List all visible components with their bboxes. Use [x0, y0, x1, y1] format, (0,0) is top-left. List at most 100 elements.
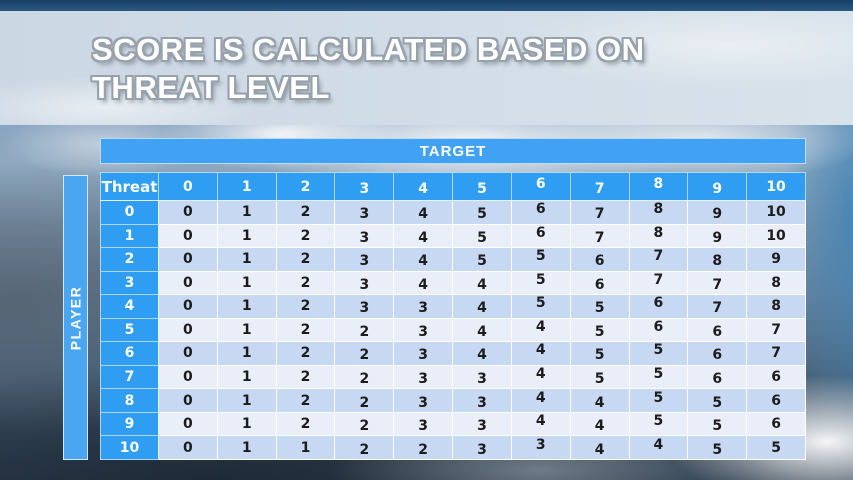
score-cell: 6: [628, 294, 689, 319]
column-header-cell: 9: [687, 172, 748, 201]
score-cell: 0: [158, 411, 218, 437]
row-label-cell: 2: [100, 247, 159, 272]
score-cell: 5: [569, 294, 630, 319]
score-cell: 6: [746, 364, 806, 390]
score-cell: 3: [452, 411, 512, 437]
row-label-cell: 7: [100, 364, 159, 390]
score-cell: 5: [628, 411, 689, 437]
score-cell: 4: [452, 341, 512, 366]
score-cell: 2: [334, 364, 395, 390]
column-header-cell: 1: [216, 172, 277, 201]
score-cell: 4: [510, 341, 571, 366]
score-cell: 6: [510, 223, 571, 249]
score-cell: 3: [393, 317, 454, 343]
score-cell: 4: [510, 364, 571, 390]
score-cell: 5: [569, 317, 630, 343]
score-cell: 7: [687, 270, 748, 296]
score-cell: 5: [510, 270, 571, 296]
score-cell: 7: [746, 341, 806, 366]
score-cell: 3: [393, 388, 454, 413]
title-band: SCORE IS CALCULATED BASED ON THREAT LEVE…: [0, 11, 853, 125]
score-cell: 8: [628, 223, 689, 249]
score-cell: 4: [393, 200, 454, 225]
column-header-cell: 10: [746, 172, 806, 201]
score-cell: 2: [275, 388, 336, 413]
score-cell: 1: [216, 435, 277, 460]
score-cell: 7: [746, 317, 806, 343]
column-header-cell: 2: [275, 172, 336, 201]
score-cell: 2: [275, 294, 336, 319]
target-axis-header: TARGET: [100, 138, 806, 164]
score-cell: 2: [275, 317, 336, 343]
title-line-1: SCORE IS CALCULATED BASED ON: [92, 32, 645, 67]
score-cell: 6: [687, 317, 748, 343]
score-cell: 10: [746, 223, 806, 249]
table-row: 10 0 1 1 2 2 3 3 4 4 5 5: [100, 435, 806, 460]
score-cell: 1: [216, 223, 277, 249]
score-cell: 5: [687, 388, 748, 413]
row-label-cell: 1: [100, 223, 159, 249]
score-cell: 0: [158, 247, 218, 272]
score-cell: 3: [334, 270, 395, 296]
column-header-cell: 0: [158, 172, 218, 201]
row-label-cell: 4: [100, 294, 159, 319]
score-cell: 6: [746, 388, 806, 413]
score-cell: 4: [569, 388, 630, 413]
score-cell: 3: [334, 294, 395, 319]
score-cell: 2: [334, 388, 395, 413]
score-cell: 4: [569, 411, 630, 437]
table-row: 0 0 1 2 3 4 5 6 7 8 9 10: [100, 200, 806, 225]
score-cell: 2: [275, 200, 336, 225]
header-row: Threat 0 1 2 3 4 5 6 7 8 9 10: [100, 172, 806, 201]
score-cell: 1: [216, 270, 277, 296]
score-cell: 3: [393, 411, 454, 437]
score-cell: 8: [628, 200, 689, 225]
score-cell: 3: [334, 223, 395, 249]
score-cell: 3: [334, 247, 395, 272]
column-header-cell: 3: [334, 172, 395, 201]
score-cell: 4: [393, 247, 454, 272]
score-cell: 6: [687, 364, 748, 390]
score-cell: 3: [393, 364, 454, 390]
score-cell: 6: [687, 341, 748, 366]
score-cell: 7: [687, 294, 748, 319]
score-cell: 4: [510, 388, 571, 413]
score-cell: 8: [687, 247, 748, 272]
score-cell: 5: [628, 364, 689, 390]
column-header-cell: 6: [510, 172, 571, 201]
score-table-body: 0 0 1 2 3 4 5 6 7 8 9 10 1 0 1 2 3 4 5 6 7 8 9 10 2 0 1 2 3 4 5 5 6 7 8 9 3 0…: [100, 200, 806, 460]
score-cell: 9: [687, 200, 748, 225]
score-cell: 3: [452, 364, 512, 390]
score-cell: 5: [452, 200, 512, 225]
score-cell: 7: [628, 247, 689, 272]
score-cell: 5: [628, 341, 689, 366]
score-cell: 0: [158, 200, 218, 225]
row-label-cell: 9: [100, 411, 159, 437]
score-cell: 8: [746, 270, 806, 296]
score-cell: 5: [569, 364, 630, 390]
slide-title: SCORE IS CALCULATED BASED ON THREAT LEVE…: [92, 31, 645, 107]
score-cell: 0: [158, 294, 218, 319]
target-label: TARGET: [419, 142, 487, 160]
top-sky-strip: [0, 0, 853, 11]
score-cell: 2: [334, 317, 395, 343]
score-cell: 5: [452, 223, 512, 249]
score-cell: 2: [275, 364, 336, 390]
score-cell: 4: [452, 294, 512, 319]
score-cell: 3: [452, 435, 512, 460]
score-cell: 1: [216, 294, 277, 319]
column-header-cell: 7: [569, 172, 630, 201]
score-cell: 0: [158, 270, 218, 296]
score-cell: 5: [569, 341, 630, 366]
score-cell: 1: [216, 411, 277, 437]
score-cell: 9: [746, 247, 806, 272]
score-cell: 2: [334, 435, 395, 460]
row-label-cell: 6: [100, 341, 159, 366]
score-cell: 0: [158, 341, 218, 366]
